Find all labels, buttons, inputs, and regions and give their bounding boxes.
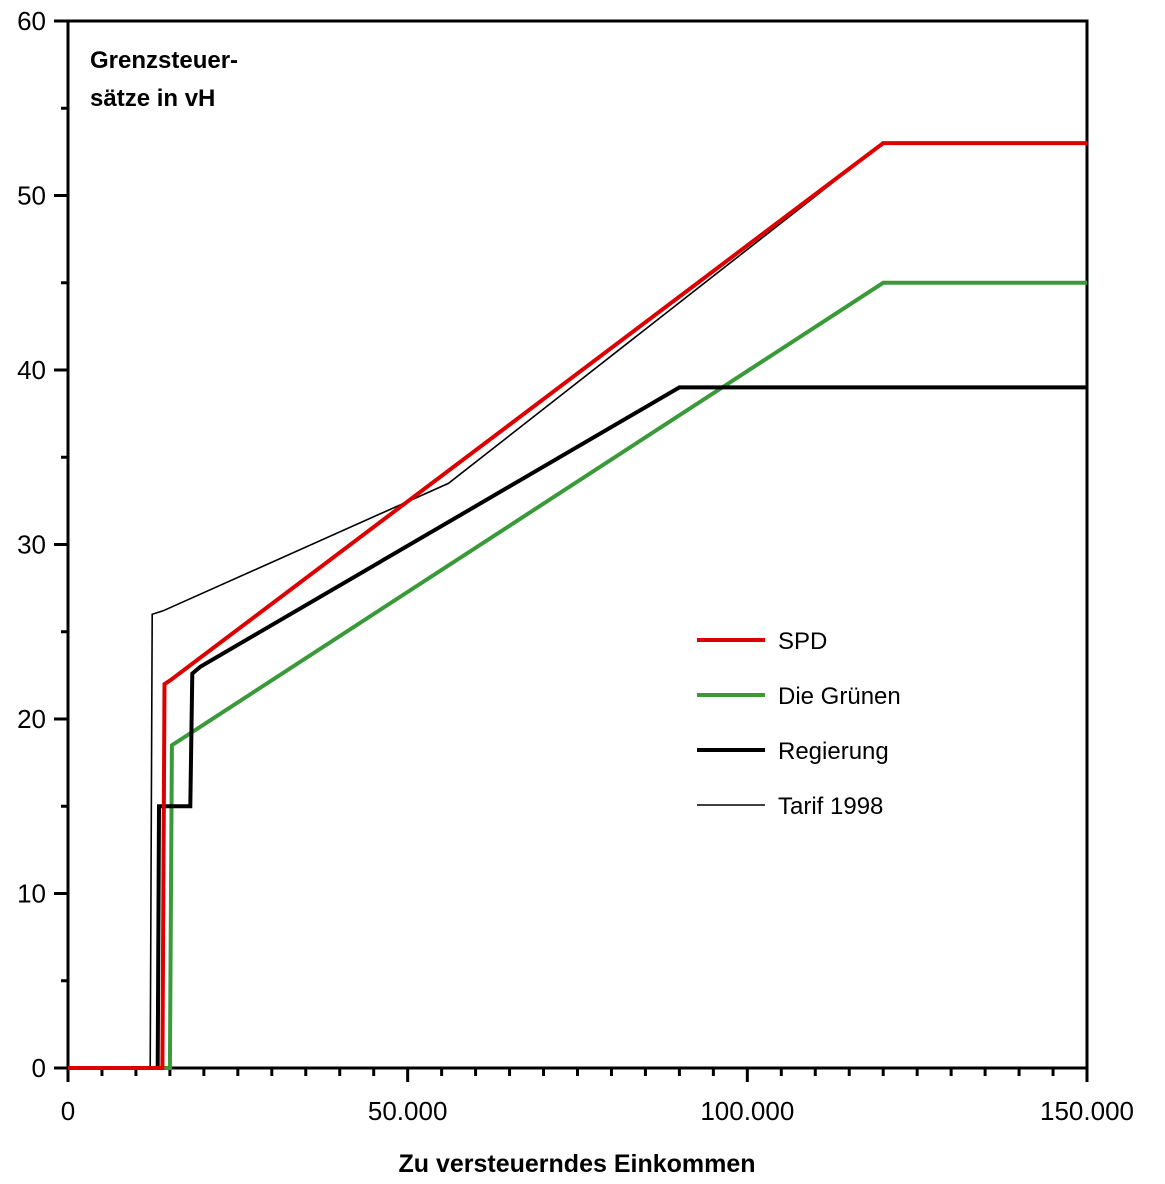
legend-label-tarif-1998: Tarif 1998 — [778, 793, 883, 820]
x-axis-label: Zu versteuerndes Einkommen — [398, 1150, 755, 1178]
x-tick-label: 100.000 — [700, 1096, 794, 1126]
legend-label-spd: SPD — [778, 628, 827, 655]
y-tick-label: 0 — [32, 1053, 46, 1083]
tick-marks — [54, 19, 1089, 1082]
y-tick-label: 30 — [17, 530, 46, 560]
y-tick-label: 10 — [17, 879, 46, 909]
legend-label-die-gr-nen: Die Grünen — [778, 683, 901, 710]
y-tick-label: 40 — [17, 355, 46, 385]
legend-label-regierung: Regierung — [778, 738, 889, 765]
y-tick-labels: 0 10 20 30 40 50 60 — [17, 6, 46, 1083]
series-line-regierung — [68, 385, 1087, 1070]
x-tick-label: 0 — [61, 1096, 75, 1126]
x-tick-label: 150.000 — [1040, 1096, 1134, 1126]
y-axis-label-line-2: sätze in vH — [90, 85, 215, 112]
legend: SPD Die Grünen Regierung Tarif 1998 — [697, 628, 901, 820]
series-lines — [68, 141, 1087, 1070]
y-tick-label: 60 — [17, 6, 46, 36]
y-tick-label: 20 — [17, 704, 46, 734]
x-tick-label: 50.000 — [368, 1096, 448, 1126]
y-tick-label: 50 — [17, 181, 46, 211]
y-axis-label-line-1: Grenzsteuer- — [90, 47, 238, 74]
x-tick-labels: 0 50.000 100.000 150.000 — [61, 1096, 1134, 1126]
plot-frame — [66, 19, 1089, 1070]
series-line-spd — [68, 141, 1087, 1070]
